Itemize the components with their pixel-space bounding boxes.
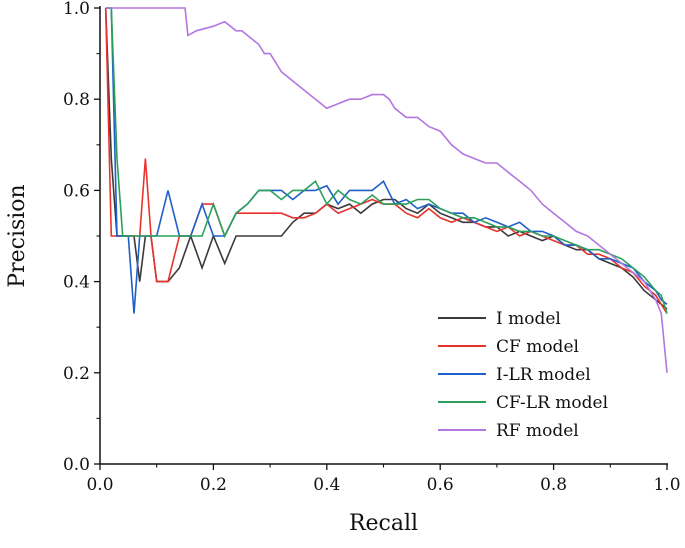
x-axis-title: Recall — [349, 511, 418, 536]
x-ticks: 0.0 0.2 0.4 0.6 0.8 1.0 — [86, 464, 681, 495]
x-tick-label: 0.6 — [427, 475, 454, 495]
y-tick-label: 0.2 — [63, 364, 90, 384]
y-tick-label: 0.0 — [63, 455, 90, 475]
legend-label: I model — [496, 309, 561, 329]
legend-label: CF model — [496, 337, 579, 357]
y-tick-label: 0.4 — [63, 273, 90, 293]
y-tick-label: 0.8 — [63, 90, 90, 110]
series-line-rf-model — [105, 7, 668, 373]
legend-item: RF model — [438, 421, 579, 441]
y-axis-title: Precision — [5, 184, 30, 287]
legend-item: CF-LR model — [438, 393, 608, 413]
series-line-cf-lr-model — [105, 7, 668, 314]
x-tick-label: 0.2 — [200, 475, 227, 495]
legend: I model CF model I-LR model CF-LR model RF m… — [438, 309, 608, 441]
y-tick-label: 1.0 — [63, 0, 90, 19]
legend-label: CF-LR model — [496, 393, 608, 413]
x-tick-label: 0.8 — [540, 475, 567, 495]
legend-item: CF model — [438, 337, 579, 357]
legend-label: RF model — [496, 421, 579, 441]
x-tick-label: 0.4 — [313, 475, 340, 495]
series-line-i-model — [104, 7, 668, 310]
series-line-i-lr-model — [105, 7, 668, 314]
x-tick-label: 0.0 — [86, 475, 113, 495]
legend-label: I-LR model — [496, 365, 591, 385]
series-lines — [104, 7, 668, 373]
y-ticks: 0.0 0.2 0.4 0.6 0.8 1.0 — [63, 0, 100, 475]
y-tick-label: 0.6 — [63, 181, 90, 201]
x-tick-label: 1.0 — [653, 475, 680, 495]
legend-item: I model — [438, 309, 561, 329]
series-line-cf-model — [104, 7, 668, 314]
legend-item: I-LR model — [438, 365, 591, 385]
